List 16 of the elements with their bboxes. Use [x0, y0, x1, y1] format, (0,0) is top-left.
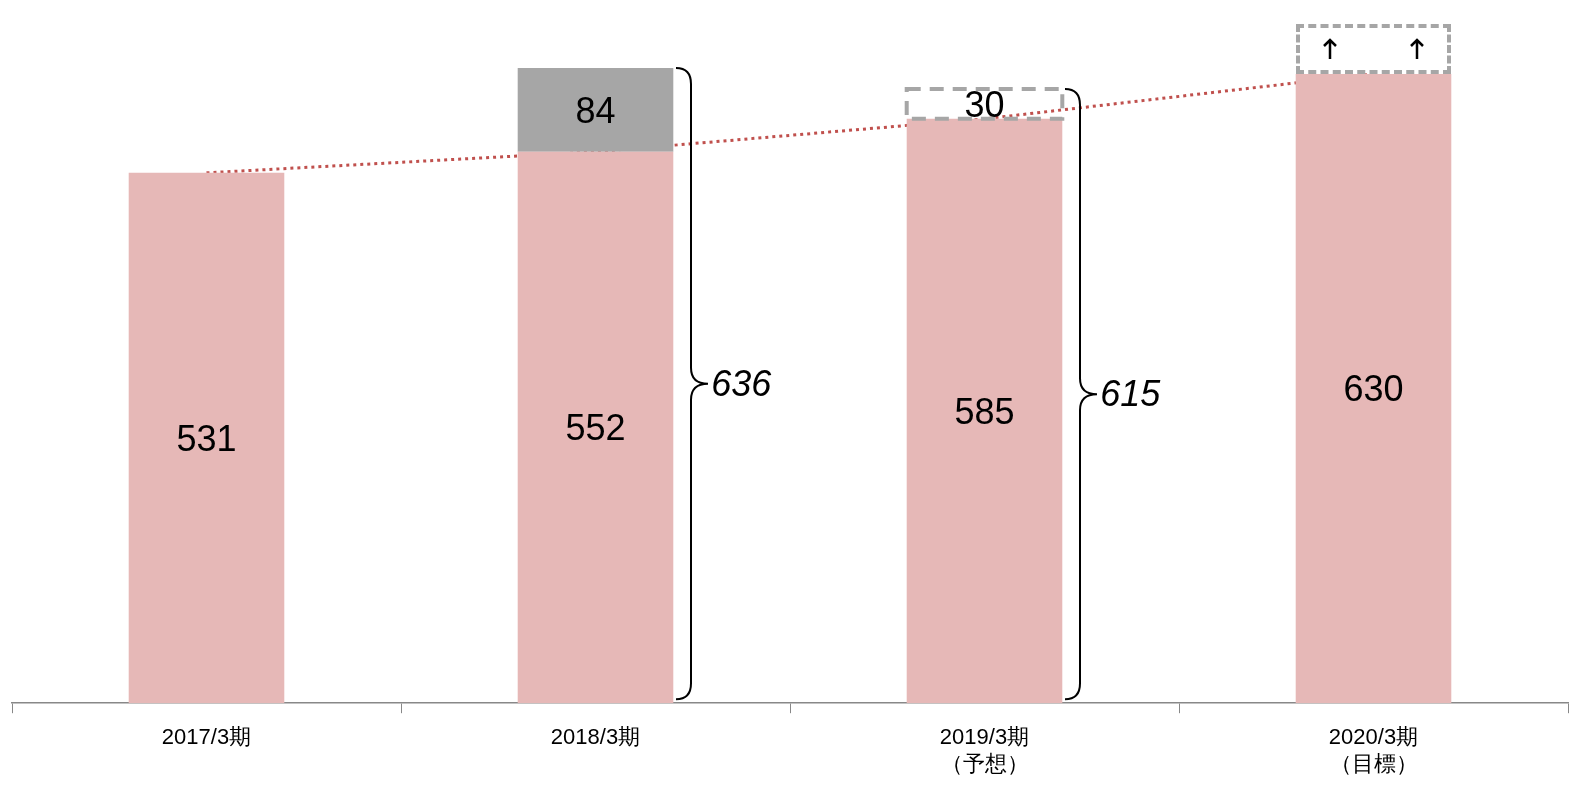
- x-tick-label: 2019/3期（予想）: [939, 724, 1030, 776]
- x-tick-label: 2017/3期: [161, 724, 252, 750]
- total-label: 636: [711, 362, 773, 404]
- data-label: 630: [1343, 368, 1404, 410]
- data-label: 84: [575, 89, 616, 131]
- bar: [906, 118, 1063, 704]
- data-label: 585: [954, 390, 1015, 432]
- x-tick-label: 2020/3期（目標）: [1328, 724, 1419, 776]
- data-label: 552: [565, 407, 626, 449]
- bar: [128, 172, 285, 704]
- data-label: 531: [176, 417, 237, 459]
- x-tick-label: 2018/3期: [550, 724, 641, 750]
- bar: [517, 151, 674, 704]
- total-label: 615: [1100, 373, 1162, 415]
- bar: [517, 67, 674, 152]
- data-label: 30: [964, 83, 1005, 125]
